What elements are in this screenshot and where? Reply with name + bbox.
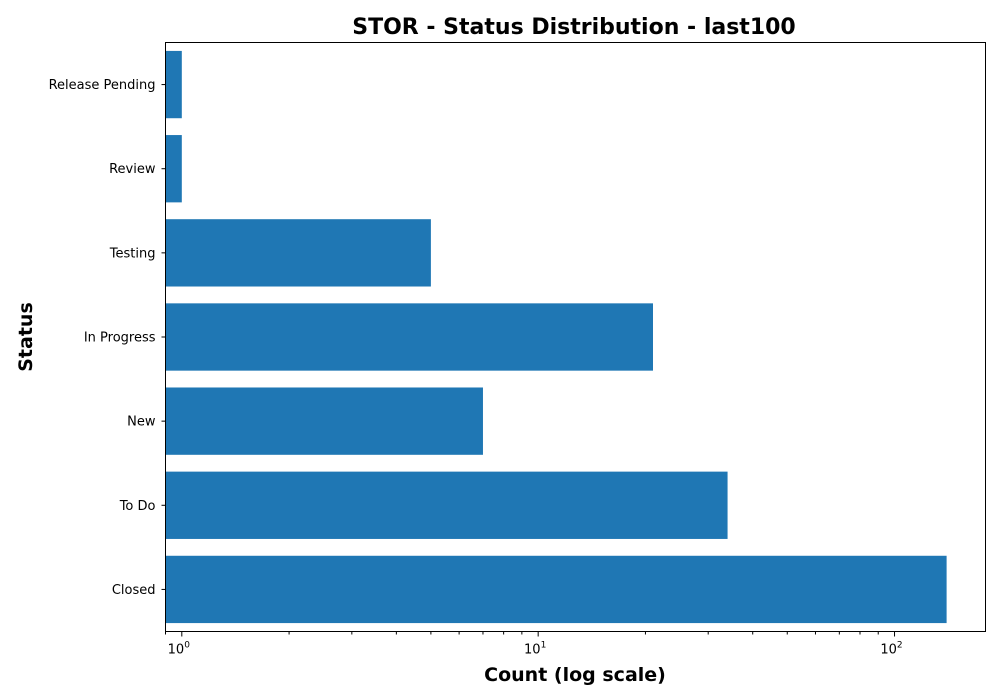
bar-to-do — [165, 471, 728, 539]
x-tick-label: 101 — [524, 641, 546, 658]
y-axis-label: Status — [15, 302, 37, 372]
y-tick-label: Release Pending — [49, 78, 156, 93]
x-axis-label: Count (log scale) — [484, 664, 666, 686]
x-tick-label: 100 — [168, 641, 191, 658]
bar-in-progress — [165, 303, 653, 371]
bar-closed — [165, 555, 947, 624]
y-tick-label: To Do — [119, 499, 156, 514]
bar-new — [165, 387, 483, 455]
y-tick-label: New — [127, 415, 156, 430]
y-tick-label: In Progress — [84, 331, 156, 346]
x-axis-ticks: 100 101 102 — [165, 631, 903, 658]
y-axis-ticks: Closed To Do New In Progress Testing Review Re… — [49, 78, 166, 598]
y-tick-label: Closed — [112, 583, 156, 598]
y-tick-label: Review — [109, 162, 156, 177]
y-tick-label: Testing — [109, 246, 156, 261]
bar-release-pending — [165, 50, 182, 119]
chart-title: STOR - Status Distribution - last100 — [352, 15, 796, 40]
x-tick-label: 102 — [880, 641, 902, 658]
bars-group — [165, 50, 947, 624]
bar-testing — [165, 219, 431, 287]
bar-review — [165, 135, 182, 203]
